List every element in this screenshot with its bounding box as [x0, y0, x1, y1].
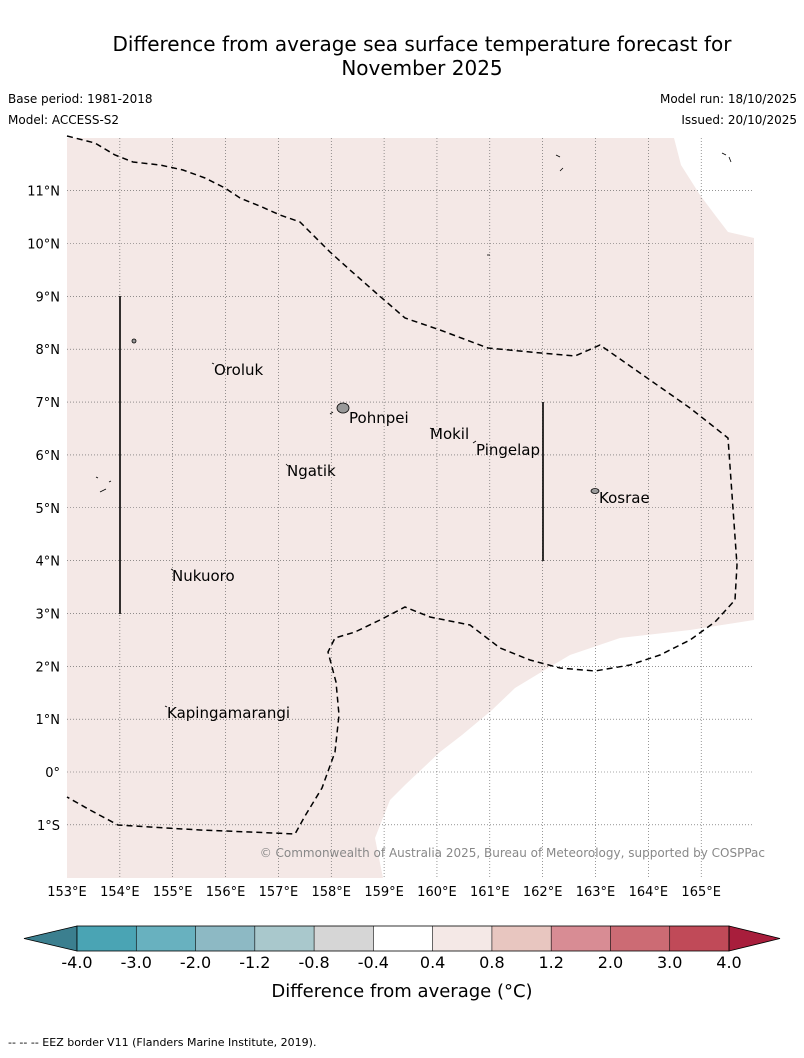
colorbar-segment [136, 926, 196, 951]
colorbar-tick-label: -0.8 [298, 953, 329, 972]
longitude-tick-label: 157°E [259, 885, 299, 900]
label-kosrae: Kosrae [599, 489, 650, 507]
colorbar-tick-label: -1.2 [239, 953, 270, 972]
place-labels: Oroluk Pohnpei Mokil Pingelap Ngatik Kos… [167, 361, 650, 722]
title-line-2: November 2025 [341, 56, 503, 80]
colorbar-segment [432, 926, 492, 951]
colorbar-extend-low [23, 925, 78, 952]
model-run: Model run: 18/10/2025 [659, 92, 797, 106]
longitude-tick-label: 160°E [417, 885, 457, 900]
label-nukuoro: Nukuoro [172, 567, 235, 585]
colorbar-segment [373, 926, 433, 951]
label-ngatik: Ngatik [287, 462, 336, 480]
map-area: Oroluk Pohnpei Mokil Pingelap Ngatik Kos… [66, 135, 765, 878]
colorbar-tick-label: 2.0 [598, 953, 623, 972]
latitude-labels: 11°N 10°N 9°N 8°N 7°N 6°N 5°N 4°N 3°N 2°N 1°N 0° 1°S [27, 185, 60, 834]
colorbar-tick-label: -4.0 [61, 953, 92, 972]
longitude-labels: 153°E 154°E 155°E 156°E 157°E 158°E 159°E 160°E… [47, 885, 721, 900]
longitude-tick-label: 164°E [629, 885, 669, 900]
title-line-1: Difference from average sea surface temp… [112, 32, 732, 56]
longitude-tick-label: 161°E [470, 885, 510, 900]
issued-date: Issued: 20/10/2025 [681, 113, 797, 127]
gridlines [67, 138, 754, 878]
eez-border-north [66, 135, 738, 835]
colorbar-segment [551, 926, 611, 951]
islet-1 [131, 338, 137, 344]
label-pingelap: Pingelap [476, 441, 540, 459]
copyright-text: © Commonwealth of Australia 2025, Bureau… [260, 846, 765, 860]
latitude-tick-label: 8°N [36, 343, 61, 358]
latitude-tick-label: 5°N [36, 502, 61, 517]
colorbar-frame [76, 925, 730, 952]
longitude-tick-label: 158°E [311, 885, 351, 900]
islet-3 [99, 488, 107, 493]
colorbar-label: Difference from average (°C) [271, 981, 532, 1002]
chart-title: Difference from average sea surface temp… [40, 32, 804, 80]
colorbar-segment [77, 926, 137, 951]
oroluk-islet [211, 362, 215, 365]
islet-6 [559, 167, 564, 172]
islet-7 [721, 152, 727, 156]
longitude-tick-label: 156°E [206, 885, 246, 900]
base-period: Base period: 1981-2018 [8, 92, 153, 106]
colorbar-segment [491, 926, 552, 951]
islet-10 [95, 476, 99, 479]
longitude-tick-label: 153°E [47, 885, 87, 900]
colorbar-tick-label: -3.0 [121, 953, 152, 972]
colorbar-tick-label: 3.0 [657, 953, 682, 972]
ngatik-islet [285, 463, 289, 467]
latitude-tick-label: 10°N [27, 238, 60, 253]
anomaly-shading-region [67, 138, 754, 878]
latitude-tick-label: 2°N [36, 660, 61, 675]
map-figure: Oroluk Pohnpei Mokil Pingelap Ngatik Kos… [23, 135, 781, 1002]
colorbar-tick-label: 4.0 [716, 953, 741, 972]
longitude-tick-label: 154°E [100, 885, 140, 900]
longitude-tick-label: 159°E [364, 885, 404, 900]
kosrae-island [590, 488, 600, 494]
longitude-tick-label: 163°E [576, 885, 616, 900]
colorbar-tick-label: -2.0 [180, 953, 211, 972]
colorbar [23, 925, 781, 952]
colorbar-tick-labels: -4.0 -3.0 -2.0 -1.2 -0.8 -0.4 0.4 0.8 1.2 2.0 3.0 4… [61, 953, 741, 972]
latitude-tick-label: 1°N [36, 713, 61, 728]
nukuoro-islet [170, 568, 174, 571]
latitude-tick-label: 4°N [36, 555, 61, 570]
kapinga-islet [164, 705, 168, 708]
latitude-tick-label: 1°S [37, 819, 60, 834]
label-mokil: Mokil [430, 425, 469, 443]
colorbar-tick-label: 1.2 [538, 953, 563, 972]
islet-8 [728, 156, 732, 163]
colorbar-segment [669, 926, 729, 951]
longitude-tick-label: 155°E [153, 885, 193, 900]
islands [95, 152, 732, 708]
latitude-tick-label: 0° [45, 766, 60, 781]
label-oroluk: Oroluk [214, 361, 263, 379]
latitude-tick-label: 9°N [36, 290, 61, 305]
latitude-tick-label: 6°N [36, 449, 61, 464]
colorbar-tick-label: 0.4 [420, 953, 445, 972]
colorbar-segment [314, 926, 374, 951]
footnote: -- -- -- EEZ border V11 (Flanders Marine… [8, 1036, 317, 1049]
colorbar-tick-label: 0.8 [479, 953, 504, 972]
latitude-tick-label: 3°N [36, 607, 61, 622]
islet-5 [555, 154, 561, 158]
latitude-tick-label: 11°N [27, 185, 60, 200]
colorbar-extend-high [728, 925, 781, 952]
label-pohnpei: Pohnpei [349, 409, 409, 427]
label-kapingamarangi: Kapingamarangi [167, 704, 290, 722]
pohnpei-island [336, 402, 350, 414]
pingelap-islet [472, 440, 477, 444]
latitude-tick-label: 7°N [36, 396, 61, 411]
colorbar-segment [195, 926, 255, 951]
islet-4 [108, 480, 112, 483]
mokil-islet [429, 427, 433, 430]
model-name: Model: ACCESS-S2 [8, 113, 120, 127]
longitude-tick-label: 165°E [681, 885, 721, 900]
colorbar-segment [254, 926, 315, 951]
colorbar-tick-label: -0.4 [358, 953, 389, 972]
colorbar-segment [610, 926, 670, 951]
longitude-tick-label: 162°E [523, 885, 563, 900]
islet-2 [329, 411, 334, 415]
